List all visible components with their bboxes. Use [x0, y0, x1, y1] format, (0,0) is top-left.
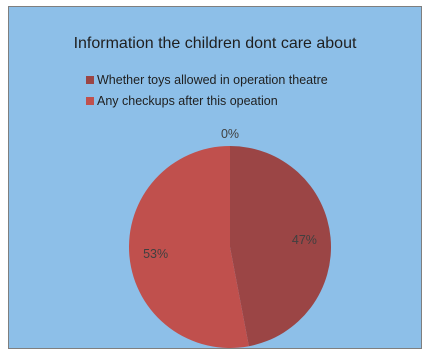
pie — [128, 146, 331, 348]
pie-label-toys: 47% — [292, 233, 317, 247]
pie-label-checkups: 53% — [143, 247, 168, 261]
legend-swatch-checkups — [86, 96, 94, 105]
legend-swatch-toys — [86, 75, 94, 84]
legend-label-toys: Whether toys allowed in operation theatr… — [97, 72, 328, 87]
legend-item-checkups: Any checkups after this opeation — [86, 90, 328, 111]
legend-label-checkups: Any checkups after this opeation — [97, 93, 278, 108]
pie-labels: 47% 53% 0% — [143, 127, 317, 261]
legend-item-toys: Whether toys allowed in operation theatr… — [86, 69, 328, 90]
pie-slice-toys — [230, 146, 331, 347]
chart-title: Information the children dont care about — [73, 35, 357, 52]
chart-area: 47% 53% 0% Information the children dont c… — [8, 6, 422, 349]
pie-label-zero: 0% — [221, 127, 239, 141]
legend: Whether toys allowed in operation theatr… — [86, 69, 328, 111]
pie-slice-checkups — [128, 146, 249, 348]
chart-background-svg: 47% 53% 0% — [9, 7, 421, 348]
